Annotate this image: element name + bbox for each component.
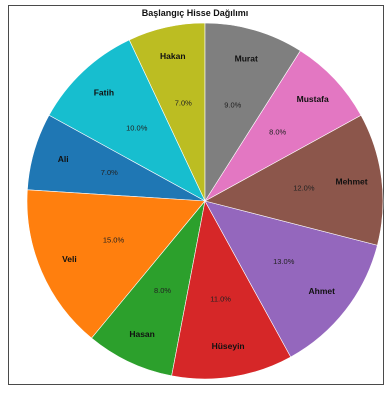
- pie-slice-ahmet: [204, 200, 378, 358]
- slice-percent-mehmet: 12.0%: [293, 183, 315, 192]
- slice-percent-veli: 15.0%: [103, 236, 125, 245]
- slice-label-ali: Ali: [58, 154, 69, 164]
- slice-label-mustafa: Mustafa: [297, 94, 329, 104]
- slice-label-hasan: Hasan: [129, 329, 155, 339]
- slice-label-hakan: Hakan: [160, 51, 186, 61]
- pie-slice-fatih: [48, 39, 206, 202]
- slice-label-veli: Veli: [62, 254, 77, 264]
- slice-percent-huseyin: 11.0%: [210, 294, 231, 303]
- pie-slice-mehmet: [204, 114, 384, 246]
- slice-percent-hakan: 7.0%: [175, 99, 192, 108]
- slice-label-ahmet: Ahmet: [309, 286, 336, 296]
- slice-percent-ahmet: 13.0%: [273, 257, 295, 266]
- pie-slice-mustafa: [204, 50, 362, 202]
- slice-label-murat: Murat: [235, 53, 258, 63]
- slice-percent-fatih: 10.0%: [126, 123, 148, 132]
- slice-percent-murat: 9.0%: [224, 100, 241, 109]
- slice-label-mehmet: Mehmet: [336, 177, 368, 187]
- slice-percent-ali: 7.0%: [101, 168, 118, 177]
- pie-slice-hasan: [91, 200, 206, 377]
- chart-title: Başlangıç Hisse Dağılımı: [141, 8, 249, 18]
- pie-slice-huseyin: [171, 200, 292, 380]
- slice-label-fatih: Fatih: [94, 88, 114, 98]
- pie-slice-veli: [26, 189, 206, 339]
- pie-slice-murat: [204, 22, 301, 203]
- slice-label-huseyin: Hüseyin: [212, 341, 245, 351]
- slice-percent-hasan: 8.0%: [154, 286, 171, 295]
- slice-percent-mustafa: 8.0%: [269, 128, 286, 137]
